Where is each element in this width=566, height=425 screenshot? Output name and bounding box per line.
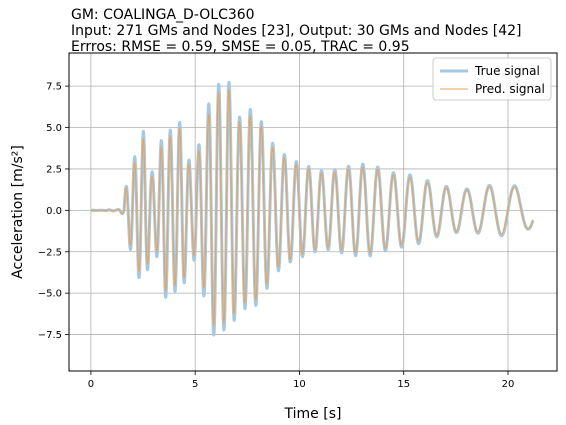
chart-title: GM: COALINGA_D-OLC360 Input: 271 GMs and… [71,7,522,55]
y-tick-label: 0.0 [46,206,62,217]
y-tick-label: 5.0 [46,123,62,134]
x-tick-label: 15 [397,379,410,390]
y-tick-label: −7.5 [38,330,62,341]
y-tick-label: 2.5 [46,164,62,175]
legend-label-true-signal: True signal [474,64,540,78]
x-tick-label: 0 [88,379,94,390]
title-line-1: GM: COALINGA_D-OLC360 [71,7,255,23]
x-tick-label: 20 [502,379,515,390]
legend-label-pred-signal: Pred. signal [475,82,545,96]
ticks: 0 5 10 15 20 −7.5 −5.0 −2.5 0.0 2.5 5.0 7.5 [38,82,515,390]
x-tick-label: 5 [192,379,198,390]
legend: True signal Pred. signal [432,57,552,101]
y-tick-label: −5.0 [38,289,62,300]
x-tick-label: 10 [293,379,306,390]
y-axis-label: Acceleration [m/s²] [10,145,26,279]
y-tick-label: −2.5 [38,247,62,258]
x-axis-label: Time [s] [284,406,342,422]
title-line-2: Input: 271 GMs and Nodes [23], Output: 3… [71,23,522,39]
title-line-3: Errros: RMSE = 0.59, SMSE = 0.05, TRAC =… [71,39,410,55]
series-line-pred-signal [90,89,534,326]
y-tick-label: 7.5 [46,82,62,93]
plot-frame [68,52,558,372]
plot-area [89,80,535,337]
